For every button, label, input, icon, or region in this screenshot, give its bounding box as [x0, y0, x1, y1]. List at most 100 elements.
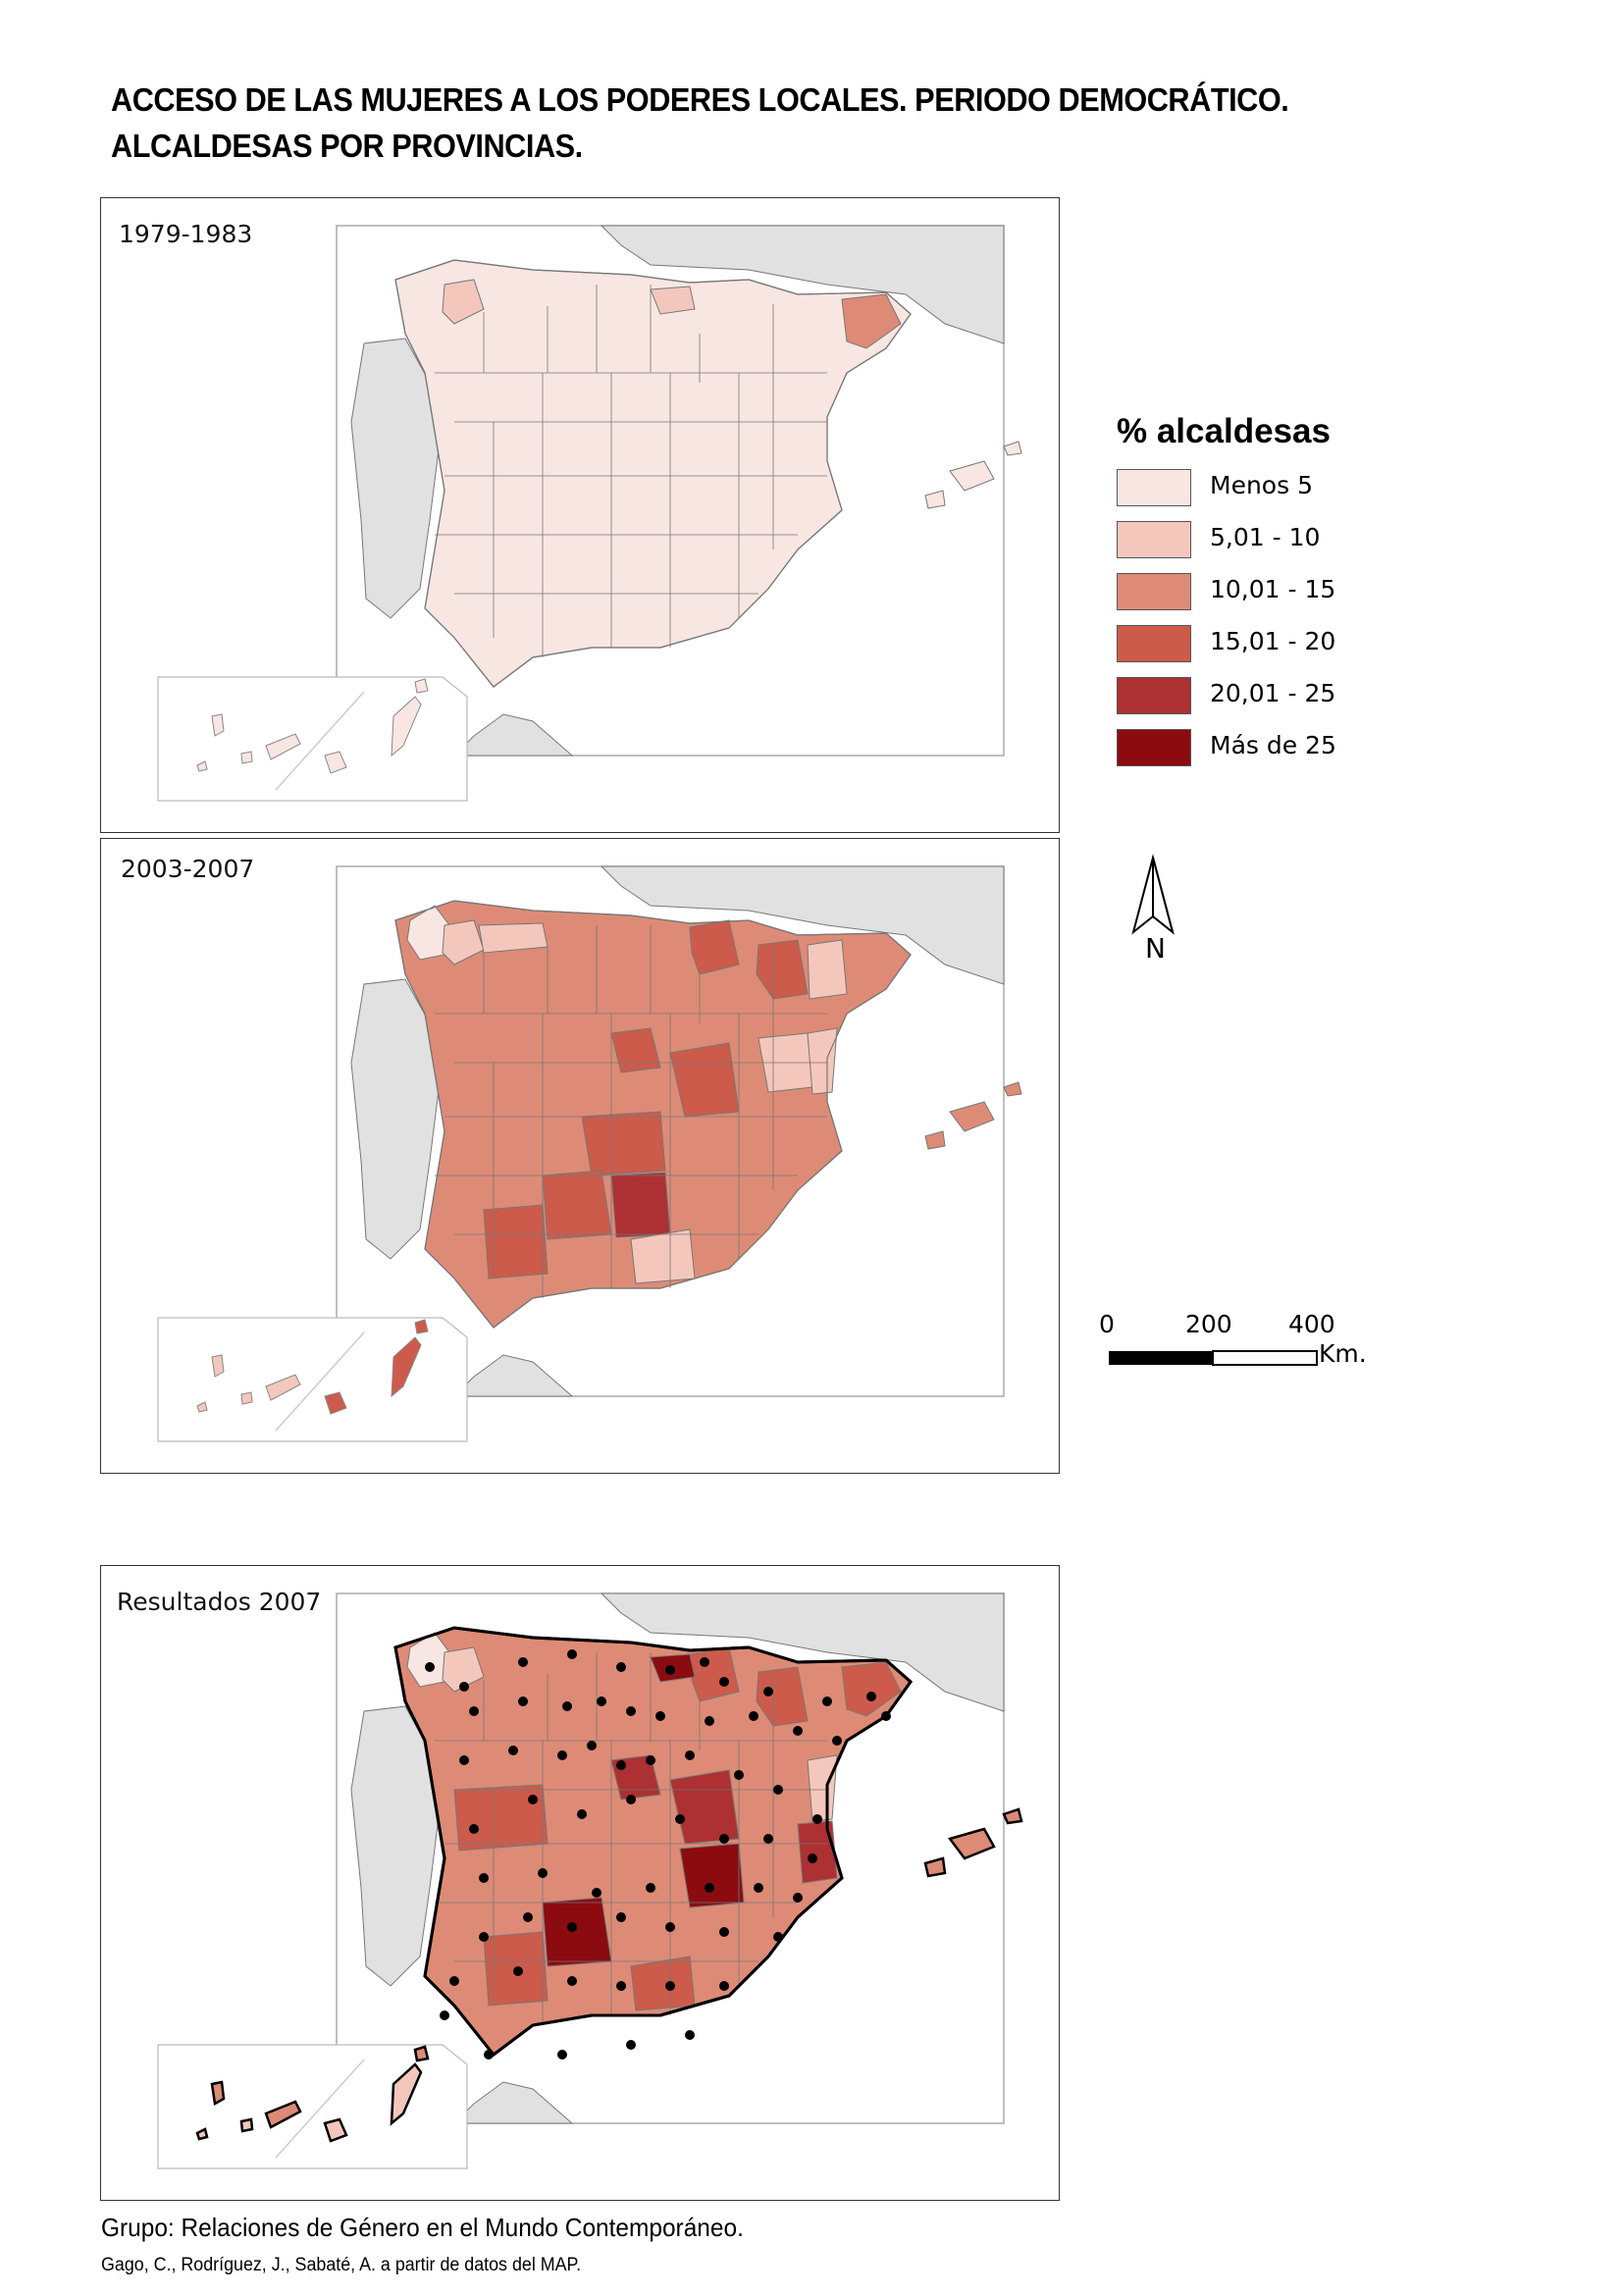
capital-dot: [655, 1711, 665, 1721]
capital-dot: [719, 1927, 729, 1937]
north-arrow-icon: N: [1124, 854, 1182, 965]
baleares-island: [1003, 441, 1022, 456]
baleares-island: [1002, 1807, 1023, 1825]
capital-dot: [518, 1657, 528, 1667]
capital-dot: [557, 1750, 567, 1760]
province-galicia-east: [442, 919, 485, 965]
map-svg: [157, 225, 1022, 802]
legend-label: Menos 5: [1210, 471, 1313, 499]
legend-swatch: [1117, 625, 1191, 662]
capital-dot: [705, 1716, 714, 1726]
title-line-1: ACCESO DE LAS MUJERES A LOS PODERES LOCA…: [111, 81, 1289, 118]
capital-dot: [616, 1760, 626, 1770]
capital-dot: [773, 1932, 783, 1942]
title-line-2: ALCALDESAS POR PROVINCIAS.: [111, 128, 583, 164]
capital-dot: [881, 1711, 891, 1721]
canary-island: [391, 1336, 422, 1398]
capital-dot: [616, 1912, 626, 1922]
capital-dot: [469, 1824, 479, 1834]
map-svg: [157, 1592, 1023, 2169]
map-panel-1979-1983: 1979-1983: [100, 197, 1060, 833]
capital-dot: [459, 1755, 469, 1765]
province-castellon: [807, 1754, 838, 1822]
legend-swatch: [1117, 469, 1191, 506]
province-cordoba: [542, 1897, 612, 1967]
capital-dot: [665, 1665, 675, 1675]
map-panel-2003-2007: 2003-2007: [100, 838, 1060, 1474]
legend-label: 15,01 - 20: [1210, 627, 1336, 655]
capital-dot: [749, 1711, 758, 1721]
province-albacete: [679, 1843, 745, 1908]
capital-dot: [528, 1795, 538, 1804]
province-granada: [630, 1228, 696, 1284]
capital-dot: [469, 1706, 479, 1716]
canary-island: [391, 696, 422, 757]
capital-dot: [597, 1696, 606, 1706]
scale-bar: 0 200 400 Km.: [1099, 1310, 1393, 1369]
legend-label: Más de 25: [1210, 731, 1336, 759]
canary-island: [264, 2100, 302, 2129]
canary-island: [323, 2117, 348, 2143]
footer-source: Gago, C., Rodríguez, J., Sabaté, A. a pa…: [101, 2255, 582, 2275]
france-shape: [600, 865, 1005, 985]
capital-dot: [754, 1883, 763, 1893]
capital-dot: [567, 1649, 577, 1659]
canary-island: [324, 751, 347, 774]
capital-dot: [719, 1834, 729, 1844]
province-valencia: [797, 1820, 838, 1884]
canary-island: [414, 1319, 429, 1334]
legend-label: 10,01 - 15: [1210, 575, 1336, 603]
baleares-island: [947, 1827, 996, 1860]
legend-label: 5,01 - 10: [1210, 523, 1321, 551]
baleares-island: [924, 490, 946, 509]
capital-dot: [592, 1888, 601, 1898]
france-shape: [600, 225, 1005, 344]
map-period-label: Resultados 2007: [117, 1588, 322, 1616]
scale-unit: Km.: [1319, 1339, 1367, 1368]
capital-dot: [626, 1795, 636, 1804]
province-sevilla: [483, 1204, 549, 1279]
map-period-label: 2003-2007: [121, 855, 255, 883]
capital-dot: [479, 1932, 489, 1942]
legend-swatch: [1117, 521, 1191, 558]
capital-dot: [793, 1726, 803, 1736]
province-castellon: [807, 1027, 838, 1095]
capital-dot: [626, 1706, 636, 1716]
scale-tick-400: 400: [1288, 1310, 1335, 1338]
province-catalonia-ne: [841, 293, 902, 349]
province-huesca: [756, 1666, 809, 1727]
legend-swatch: [1117, 677, 1191, 714]
canary-island: [211, 1354, 225, 1378]
north-label: N: [1145, 932, 1166, 962]
capital-dot: [518, 1696, 528, 1706]
canary-island: [211, 713, 225, 737]
capital-dot: [700, 1657, 709, 1667]
footer-group: Grupo: Relaciones de Género en el Mundo …: [101, 2213, 744, 2242]
capital-dot: [449, 1976, 459, 1986]
canary-island: [324, 1391, 347, 1415]
capital-dot: [793, 1893, 803, 1903]
province-galicia-east: [442, 1646, 485, 1693]
capital-dot: [808, 1853, 817, 1863]
capital-dot: [538, 1868, 548, 1878]
portugal-shape: [350, 338, 441, 619]
capital-dot: [685, 2030, 695, 2040]
province-madrid: [610, 1027, 661, 1073]
capital-dot: [665, 1981, 675, 1991]
province-lleida: [807, 939, 848, 1000]
capital-dot: [484, 2050, 494, 2060]
canary-island: [265, 1374, 301, 1401]
canary-island: [195, 2127, 209, 2141]
capital-dot: [763, 1687, 773, 1696]
capital-dot: [719, 1981, 729, 1991]
legend-title: % alcaldesas: [1117, 412, 1331, 450]
capital-dot: [513, 1966, 523, 1976]
capital-dot: [562, 1701, 572, 1711]
capital-dot: [675, 1814, 685, 1824]
province-cordoba: [542, 1170, 612, 1240]
portugal-shape: [350, 978, 441, 1260]
capital-dot: [440, 2010, 449, 2020]
map-panel-resultados-2007: Resultados 2007: [100, 1565, 1060, 2201]
canary-island: [413, 2045, 430, 2062]
capital-dot: [616, 1981, 626, 1991]
